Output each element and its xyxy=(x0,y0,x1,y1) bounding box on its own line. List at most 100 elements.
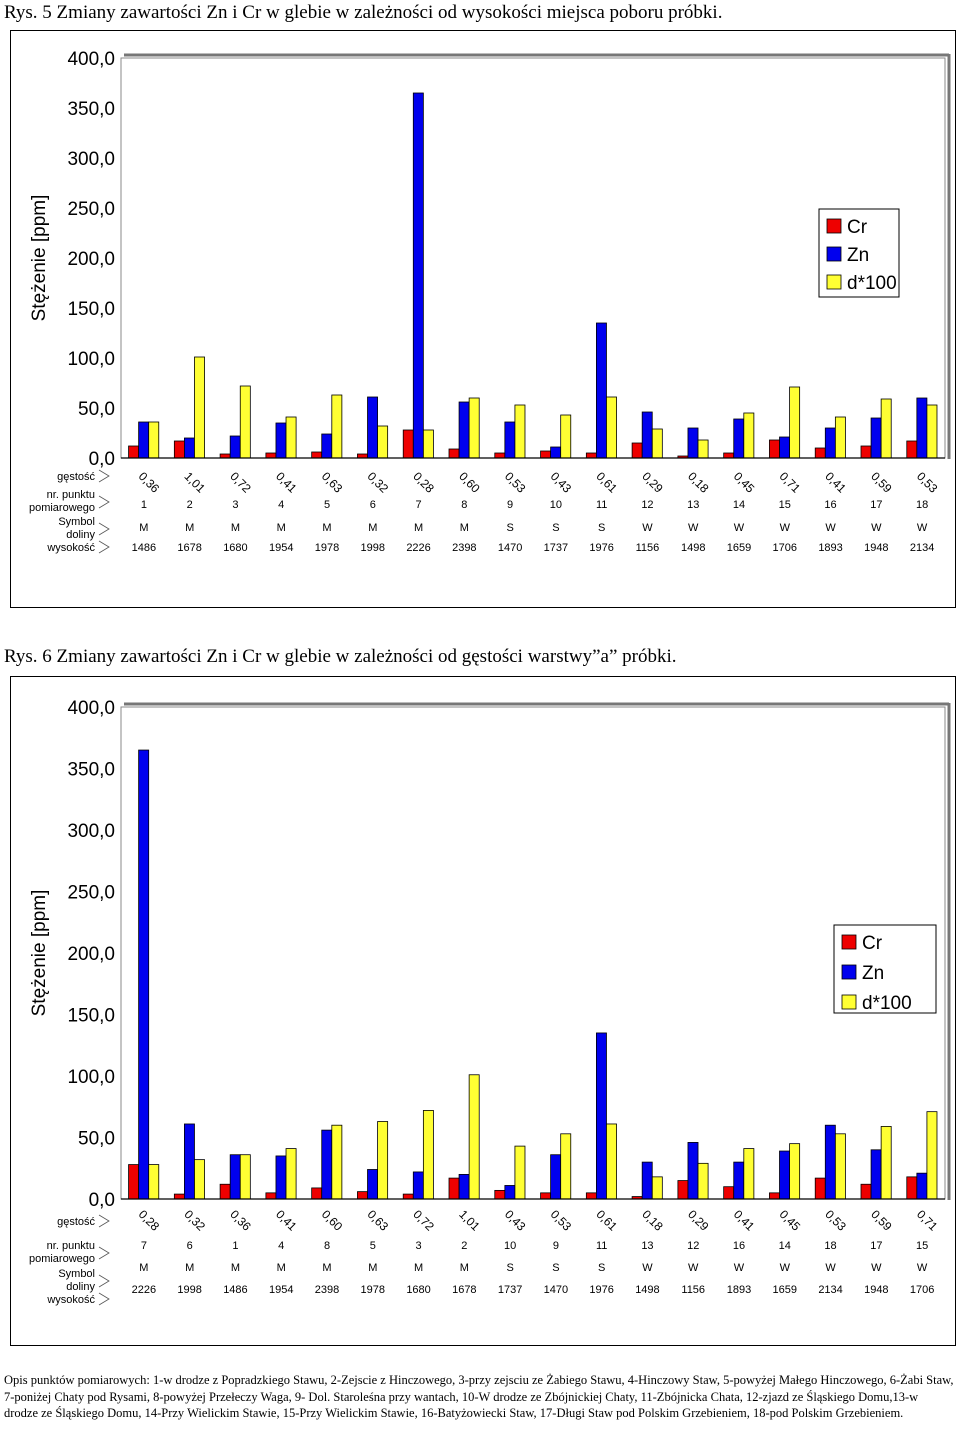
legend-swatch-Cr xyxy=(841,934,857,950)
bar-Zn-15 xyxy=(779,436,790,459)
valley-symbol: M xyxy=(414,522,423,534)
bar-d100-8 xyxy=(468,397,480,459)
legend-label-d100: d*100 xyxy=(862,993,912,1014)
bar-Cr-6 xyxy=(357,1191,368,1200)
bar-d100-10 xyxy=(560,1133,572,1200)
valley-symbol: S xyxy=(506,1262,513,1274)
bar-Zn-5 xyxy=(321,1129,333,1200)
density-value: 0,29 xyxy=(685,1207,712,1234)
bar-Zn-1 xyxy=(138,421,150,459)
bar-Cr-2 xyxy=(173,1193,185,1200)
bar-d100-6 xyxy=(377,425,389,459)
bar-d100-18 xyxy=(926,404,938,459)
density-value: 0,29 xyxy=(639,469,666,496)
legend-swatch-Cr xyxy=(826,218,842,234)
bar-Zn-13 xyxy=(687,427,699,459)
valley-symbol: S xyxy=(552,1262,559,1274)
altitude-value: 1737 xyxy=(498,1284,522,1296)
altitude-value: 2134 xyxy=(818,1284,842,1296)
valley-symbol: S xyxy=(598,522,605,534)
chart-frame-2: 0,0 50,0 100,0 150,0 200,0 250,0 300,0 350,0 400… xyxy=(10,676,956,1346)
bar-Cr-17 xyxy=(860,1183,872,1200)
y-tick-label: 300,0 xyxy=(67,821,115,842)
bar-Zn-10 xyxy=(550,1154,562,1200)
bar-Zn-13 xyxy=(687,1142,699,1200)
density-value: 0,59 xyxy=(868,469,895,496)
valley-symbol: M xyxy=(277,1262,286,1274)
valley-symbol: S xyxy=(598,1262,605,1274)
bar-Zn-16 xyxy=(824,1124,836,1200)
bar-Zn-3 xyxy=(229,435,241,459)
valley-symbol: S xyxy=(506,522,513,534)
density-value: 0,32 xyxy=(182,1207,209,1234)
density-value: 0,71 xyxy=(777,469,804,496)
point-number: 12 xyxy=(687,1240,699,1252)
bar-Cr-9 xyxy=(494,452,506,459)
chart-2: 0,0 50,0 100,0 150,0 200,0 250,0 300,0 350,0 400… xyxy=(29,698,951,1306)
legend-label-Cr: Cr xyxy=(862,933,883,954)
y-axis-title: Stężenie [ppm] xyxy=(29,195,50,322)
bar-Zn-7 xyxy=(412,92,424,459)
y-tick-label: 100,0 xyxy=(67,349,115,370)
valley-symbol: W xyxy=(871,522,882,534)
bar-Cr-11 xyxy=(585,1192,597,1200)
point-number: 8 xyxy=(324,1240,330,1252)
bar-d100-16 xyxy=(834,1133,846,1200)
measurement-points-description: Opis punktów pomiarowych: 1-w drodze z P… xyxy=(4,1373,954,1420)
bar-d100-5 xyxy=(331,394,343,459)
row-label: gęstość xyxy=(57,471,95,483)
bar-d100-5 xyxy=(331,1124,343,1200)
density-value: 0,32 xyxy=(365,469,392,496)
y-tick-label: 350,0 xyxy=(67,99,115,120)
valley-symbol: W xyxy=(825,1262,836,1274)
bar-d100-4 xyxy=(285,1148,297,1200)
point-number: 13 xyxy=(687,499,699,511)
bar-Cr-7 xyxy=(402,429,414,459)
bar-d100-16 xyxy=(834,416,846,459)
bar-Zn-6 xyxy=(367,396,378,459)
altitude-value: 1978 xyxy=(361,1284,385,1296)
legend-label-d100: d*100 xyxy=(847,273,897,294)
bar-Zn-14 xyxy=(733,1161,745,1200)
point-number: 14 xyxy=(733,499,745,511)
valley-symbol: M xyxy=(368,1262,377,1274)
bar-Zn-8 xyxy=(458,1173,470,1200)
row-connector xyxy=(98,1292,110,1306)
altitude-value: 1948 xyxy=(864,542,888,554)
altitude-value: 2134 xyxy=(910,542,934,554)
bar-d100-13 xyxy=(697,439,709,459)
bar-Cr-5 xyxy=(311,1187,323,1200)
bar-Zn-12 xyxy=(641,1161,653,1200)
altitude-value: 1156 xyxy=(681,1284,705,1296)
valley-symbol: W xyxy=(688,1262,699,1274)
bar-d100-15 xyxy=(789,1143,801,1200)
density-value: 0,28 xyxy=(410,469,437,496)
bar-Zn-9 xyxy=(504,1185,516,1200)
bar-Zn-6 xyxy=(367,1169,378,1200)
density-value: 0,61 xyxy=(594,1207,621,1234)
row-label: nr. punktu xyxy=(47,489,95,501)
point-number: 6 xyxy=(370,499,376,511)
density-value: 0,59 xyxy=(868,1207,895,1234)
point-number: 11 xyxy=(596,499,607,511)
valley-symbol: M xyxy=(322,522,331,534)
point-number: 4 xyxy=(278,499,284,511)
density-value: 0,43 xyxy=(548,469,575,496)
bar-Cr-7 xyxy=(402,1193,414,1200)
altitude-value: 2226 xyxy=(132,1284,156,1296)
density-value: 0,45 xyxy=(731,469,758,496)
bar-Zn-16 xyxy=(824,427,836,459)
bar-Zn-3 xyxy=(229,1154,241,1200)
point-number: 7 xyxy=(141,1240,147,1252)
row-label: wysokość xyxy=(46,1294,95,1306)
bar-Cr-8 xyxy=(448,448,460,459)
bar-d100-18 xyxy=(926,1111,938,1200)
altitude-value: 1486 xyxy=(223,1284,247,1296)
bar-Zn-4 xyxy=(275,1155,287,1200)
bar-d100-11 xyxy=(606,396,617,459)
legend-swatch-d100 xyxy=(826,274,842,290)
row-connector xyxy=(98,1246,110,1260)
bar-Cr-1 xyxy=(128,445,140,459)
point-number: 4 xyxy=(278,1240,284,1252)
plot-area xyxy=(120,57,946,459)
